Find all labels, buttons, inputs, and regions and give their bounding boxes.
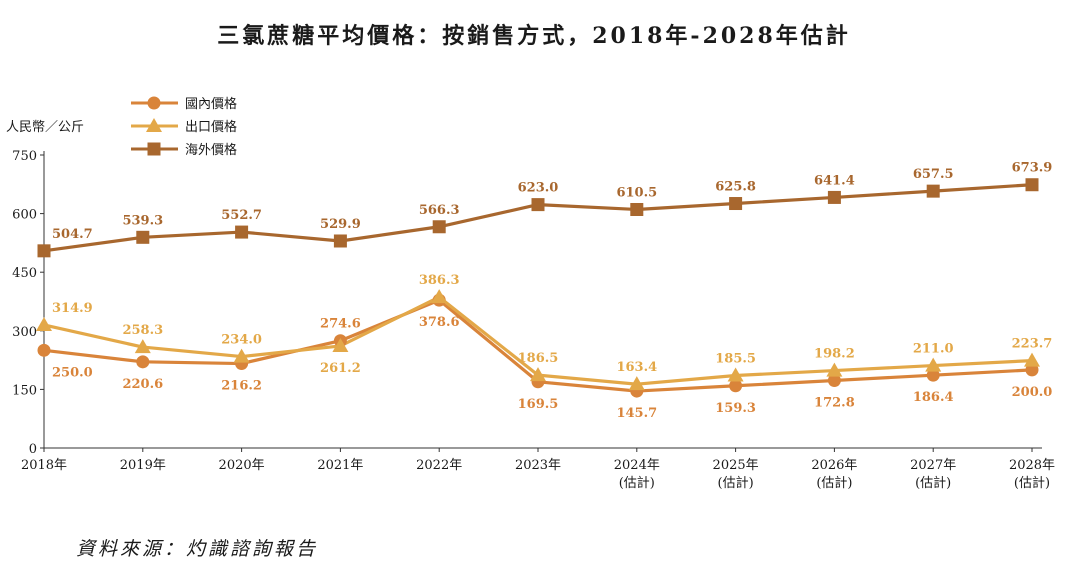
data-label: 261.2 (320, 361, 361, 376)
data-point-square (136, 230, 150, 244)
data-point-triangle (727, 367, 744, 382)
data-point-triangle (134, 339, 151, 354)
data-point-square (37, 244, 51, 258)
data-point-circle (729, 379, 743, 393)
x-tick-label: 2023年 (515, 458, 561, 473)
data-label: 220.6 (122, 377, 163, 392)
x-tick-note: (估計) (718, 475, 754, 491)
x-tick-label: 2027年 (910, 458, 956, 473)
x-tick-label: 2026年 (811, 458, 857, 473)
data-label: 163.4 (616, 360, 657, 375)
data-point-triangle (431, 289, 448, 304)
data-label: 186.4 (913, 390, 954, 405)
x-tick-note: (估計) (1014, 475, 1050, 491)
data-point-square (235, 225, 249, 239)
data-label: 172.8 (814, 395, 855, 410)
data-label: 610.5 (616, 185, 657, 200)
data-label: 145.7 (616, 406, 657, 421)
data-point-triangle (826, 362, 843, 377)
y-tick-label: 0 (29, 442, 37, 457)
legend-marker-triangle (146, 118, 162, 132)
data-point-triangle (233, 348, 250, 363)
data-label: 159.3 (715, 401, 756, 416)
data-point-square (432, 220, 446, 234)
data-label: 673.9 (1012, 161, 1053, 176)
data-point-triangle (332, 337, 349, 352)
data-label: 185.5 (715, 352, 756, 367)
y-tick-label: 450 (12, 266, 37, 281)
data-label: 623.0 (518, 181, 559, 196)
data-point-square (333, 234, 347, 248)
series-layer (36, 178, 1040, 398)
x-tick-label: 2025年 (713, 458, 759, 473)
data-point-circle (136, 355, 150, 369)
legend-marker-circle (147, 96, 161, 110)
legend-marker-square (147, 142, 161, 156)
x-tick-label: 2024年 (614, 458, 660, 473)
data-label: 386.3 (419, 273, 460, 288)
data-point-circle (1025, 363, 1039, 377)
data-label: 274.6 (320, 317, 361, 332)
y-axis-label: 人民幣／公斤 (6, 120, 84, 135)
data-point-circle (926, 368, 940, 382)
x-tick-label: 2019年 (120, 458, 166, 473)
data-point-square (1025, 178, 1039, 192)
data-point-triangle (36, 316, 52, 331)
data-label: 258.3 (122, 323, 163, 338)
data-label: 250.0 (52, 365, 93, 380)
legend-label: 國內價格 (185, 96, 237, 112)
data-point-square (630, 202, 644, 216)
data-label: 641.4 (814, 173, 855, 188)
x-tick-note: (估計) (619, 475, 655, 491)
data-label: 200.0 (1012, 385, 1053, 400)
data-point-triangle (628, 376, 645, 391)
x-tick-note: (估計) (816, 475, 852, 491)
data-label: 198.2 (814, 347, 855, 362)
chart-title: 三氯蔗糖平均價格：按銷售方式，2018年-2028年估計 (217, 23, 851, 49)
x-tick-label: 2020年 (219, 458, 265, 473)
source-note: 資料來源：灼識諮詢報告 (76, 538, 319, 560)
data-label: 223.7 (1012, 337, 1053, 352)
data-label: 169.5 (518, 397, 559, 412)
data-label: 211.0 (913, 342, 954, 357)
data-label: 529.9 (320, 217, 361, 232)
y-tick-label: 750 (12, 149, 37, 164)
x-tick-label: 2021年 (317, 458, 363, 473)
data-point-circle (827, 373, 841, 387)
data-point-square (729, 197, 743, 211)
x-tick-label: 2022年 (416, 458, 462, 473)
data-point-triangle (1024, 352, 1040, 367)
x-tick-label: 2028年 (1009, 458, 1055, 473)
axes: 0 150 300 450 600 750 2018年 2019年 2020年 2021年 2022… (12, 149, 1055, 491)
data-point-square (926, 184, 940, 198)
x-tick-label: 2018年 (21, 458, 67, 473)
data-label: 566.3 (419, 203, 460, 218)
data-label: 216.2 (221, 379, 262, 394)
x-tick-note: (估計) (915, 475, 951, 491)
y-tick-label: 150 (12, 383, 37, 398)
data-point-square (531, 198, 545, 212)
data-point-circle (37, 343, 51, 357)
data-label: 625.8 (715, 180, 756, 195)
data-label: 186.5 (518, 351, 559, 366)
data-point-triangle (530, 367, 546, 382)
data-point-triangle (925, 357, 942, 372)
data-point-square (827, 190, 841, 204)
data-label: 657.5 (913, 167, 954, 182)
legend-label: 出口價格 (185, 119, 237, 135)
data-labels: 250.0 220.6 216.2 274.6 378.6 169.5 145.7 159.3… (52, 161, 1052, 421)
data-label: 234.0 (221, 333, 262, 348)
data-label: 314.9 (52, 301, 93, 316)
data-label: 504.7 (52, 227, 93, 242)
data-label: 552.7 (221, 208, 262, 223)
y-tick-label: 600 (12, 208, 37, 223)
data-label: 378.6 (419, 315, 460, 330)
data-label: 539.3 (122, 213, 163, 228)
legend-label: 海外價格 (185, 142, 237, 158)
y-tick-label: 300 (12, 325, 37, 340)
